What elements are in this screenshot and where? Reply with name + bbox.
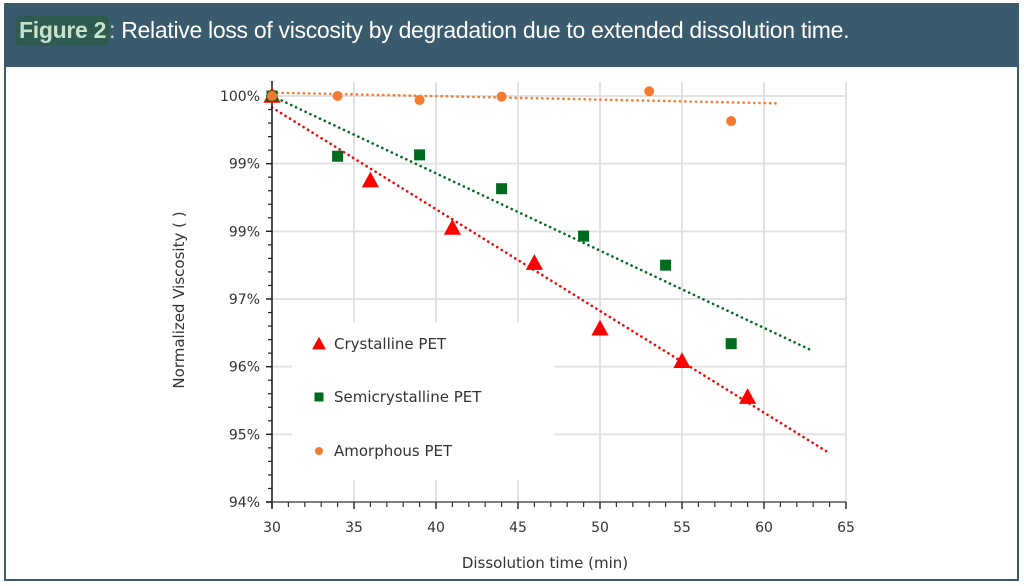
data-point-square: [332, 150, 344, 162]
y-axis-title: Normalized Viscosity ( ): [170, 211, 188, 388]
legend-marker-square: [314, 392, 324, 402]
data-point-circle: [332, 91, 343, 101]
y-tick-label: 96%: [229, 360, 260, 376]
y-tick-label: 100%: [220, 89, 260, 105]
data-point-square: [414, 149, 426, 161]
data-point-square: [496, 183, 508, 195]
x-tick-label: 40: [427, 520, 445, 536]
legend-marker-triangle: [312, 336, 326, 350]
data-point-circle: [267, 91, 277, 101]
legend-marker-circle: [315, 447, 323, 455]
x-tick-label: 60: [755, 520, 773, 536]
data-point-circle: [644, 86, 655, 97]
figure-label: Figure 2: [16, 16, 110, 46]
data-point-circle: [726, 116, 737, 127]
figure-label-separator: :: [109, 17, 116, 43]
data-point-triangle: [525, 254, 544, 270]
x-axis-title: Dissolution time (min): [462, 554, 628, 572]
legend-label: Crystalline PET: [334, 335, 447, 353]
figure-frame: [4, 3, 1019, 581]
x-tick-label: 45: [509, 520, 527, 536]
data-point-square: [578, 230, 590, 242]
x-tick-label: 30: [263, 520, 281, 536]
data-point-circle: [496, 91, 507, 102]
figure-header: Figure 2: Relative loss of viscosity by …: [4, 3, 1019, 67]
legend-label: Amorphous PET: [334, 442, 453, 460]
trendline-semicrystalline-pet: [270, 94, 815, 353]
data-point-square: [725, 338, 737, 350]
figure-title: Figure 2: Relative loss of viscosity by …: [16, 16, 850, 46]
trendline-amorphous-pet: [270, 91, 782, 105]
x-tick-label: 35: [345, 520, 363, 536]
data-point-triangle: [361, 171, 380, 188]
x-tick-label: 65: [837, 520, 855, 536]
data-points: [263, 86, 757, 404]
legend: Crystalline PET Semicrystalline PET Amorph…: [312, 335, 482, 460]
x-tick-label: 55: [673, 520, 691, 536]
data-point-triangle: [673, 352, 691, 369]
legend-label: Semicrystalline PET: [334, 388, 482, 406]
x-tick-label: 50: [591, 520, 609, 536]
trendline-crystalline-pet: [270, 106, 831, 455]
legend-box: [292, 322, 554, 480]
data-point-triangle: [738, 388, 757, 404]
data-point-square: [660, 259, 672, 271]
axes: 100% 99% 99% 97% 96% 95% 94%30 35 40 45 50 55 60 65: [220, 81, 855, 536]
data-point-circle: [414, 95, 425, 106]
y-tick-label: 94%: [229, 495, 260, 511]
data-point-triangle: [443, 218, 462, 235]
y-tick-label: 99%: [229, 157, 260, 173]
figure-caption: Relative loss of viscosity by degradatio…: [115, 17, 850, 43]
y-tick-label: 97%: [229, 292, 260, 308]
legend-background: [292, 322, 554, 480]
y-tick-label: 95%: [229, 427, 260, 443]
y-tick-label: 99%: [229, 224, 260, 240]
trendlines: [270, 91, 831, 455]
data-point-triangle: [591, 319, 609, 336]
